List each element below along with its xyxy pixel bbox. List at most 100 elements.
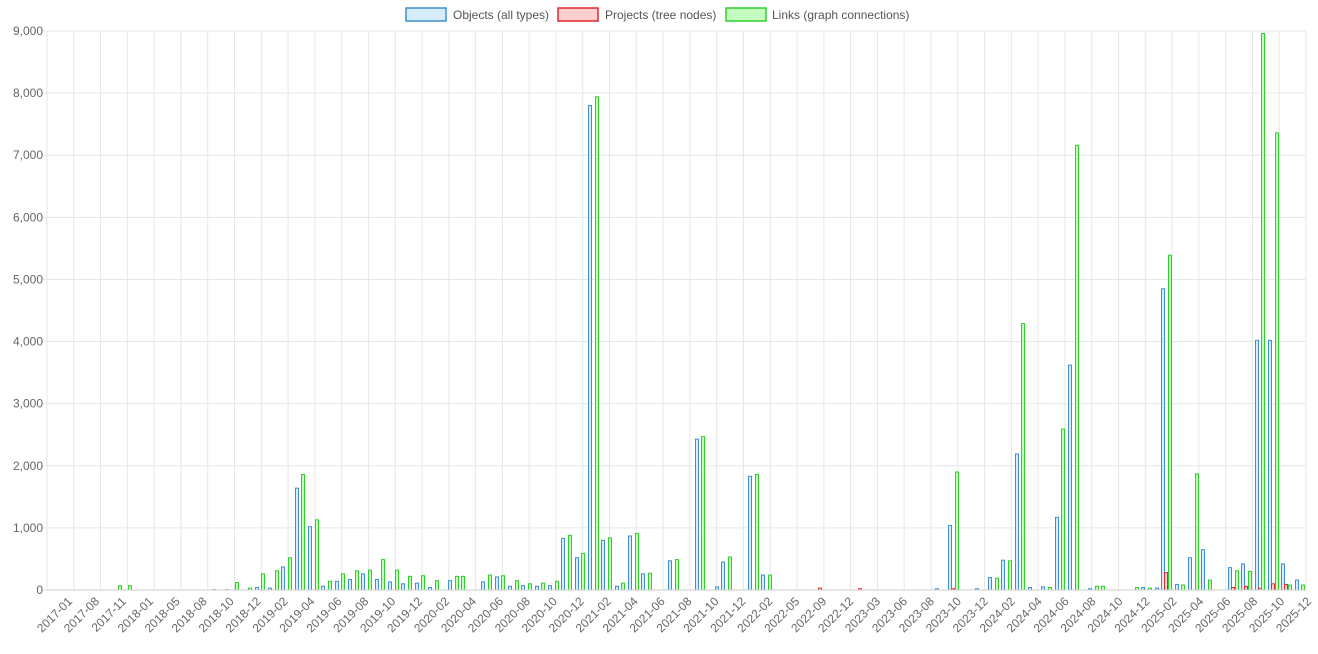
bar-objects	[495, 576, 499, 591]
bar-links	[1301, 584, 1305, 591]
bar-links	[501, 575, 505, 591]
bar-objects	[1015, 453, 1019, 591]
y-tick-label: 1,000	[13, 521, 43, 535]
y-tick-label: 7,000	[13, 148, 43, 162]
bar-links	[728, 556, 732, 591]
gridlines	[42, 30, 1307, 591]
legend-item-projects[interactable]: Projects (tree nodes)	[557, 7, 716, 22]
legend-item-links[interactable]: Links (graph connections)	[725, 7, 909, 22]
bar-objects	[1001, 559, 1005, 591]
y-tick-label: 5,000	[13, 272, 43, 286]
bar-links	[355, 570, 359, 591]
bar-objects	[1201, 549, 1205, 591]
bar-objects	[1175, 583, 1179, 591]
bar-objects	[1228, 567, 1232, 591]
bar-objects	[761, 574, 765, 591]
legend[interactable]: Objects (all types) Projects (tree nodes)…	[405, 7, 909, 22]
bar-objects	[1268, 339, 1272, 591]
bar-links	[1235, 570, 1239, 591]
legend-label: Objects (all types)	[453, 8, 549, 22]
bar-projects	[1244, 585, 1248, 591]
legend-item-objects[interactable]: Objects (all types)	[405, 7, 549, 22]
bar-objects	[1068, 364, 1072, 591]
bar-objects	[1161, 288, 1165, 591]
bar-links	[701, 436, 705, 591]
y-tick-label: 3,000	[13, 397, 43, 411]
bar-projects	[1271, 583, 1275, 591]
bar-links	[455, 575, 459, 591]
bar-objects	[361, 573, 365, 591]
bar-links	[341, 573, 345, 591]
bar-links	[408, 575, 412, 591]
bar-objects	[748, 475, 752, 591]
bar-links	[381, 559, 385, 591]
y-tick-label: 2,000	[13, 459, 43, 473]
bar-links	[461, 575, 465, 591]
bar-links	[488, 574, 492, 591]
y-tick-label: 4,000	[13, 335, 43, 349]
bar-objects	[1055, 516, 1059, 591]
bar-links	[235, 582, 239, 591]
bar-links	[315, 519, 319, 591]
bar-objects	[508, 585, 512, 591]
bar-links	[395, 569, 399, 591]
bar-links	[515, 580, 519, 591]
legend-swatch	[557, 7, 599, 22]
bar-objects	[388, 581, 392, 591]
bar-links	[608, 537, 612, 591]
bar-links	[995, 577, 999, 591]
bar-links	[1021, 323, 1025, 591]
bar-links	[635, 532, 639, 591]
bar-links	[955, 471, 959, 591]
bar-links	[118, 585, 122, 591]
bar-objects	[335, 580, 339, 591]
bar-links	[1181, 584, 1185, 591]
bar-links	[1075, 144, 1079, 591]
bar-objects	[601, 539, 605, 591]
bar-links	[368, 569, 372, 591]
bar-objects	[1188, 557, 1192, 591]
bar-links	[328, 580, 332, 591]
bar-links	[1275, 132, 1279, 591]
bar-objects	[548, 585, 552, 591]
bar-objects	[535, 585, 539, 591]
bar-links	[581, 552, 585, 591]
bar-links	[555, 580, 559, 591]
bar-objects	[668, 560, 672, 591]
bar-projects	[1164, 572, 1168, 591]
y-tick-label: 6,000	[13, 210, 43, 224]
y-tick-label: 0	[36, 583, 43, 597]
bar-links	[275, 570, 279, 591]
bar-objects	[295, 487, 299, 591]
bar-objects	[695, 438, 699, 591]
legend-label: Links (graph connections)	[772, 8, 909, 22]
bar-links	[421, 575, 425, 591]
bar-objects	[721, 561, 725, 591]
bar-links	[288, 557, 292, 591]
bar-links	[261, 573, 265, 591]
bar-objects	[561, 537, 565, 591]
bar-objects	[481, 581, 485, 591]
bar-objects	[448, 580, 452, 591]
bar-objects	[415, 582, 419, 591]
bar-links	[1208, 579, 1212, 591]
legend-swatch	[725, 7, 767, 22]
bar-links	[1261, 32, 1265, 591]
bar-links	[1195, 473, 1199, 591]
y-tick-label: 9,000	[13, 24, 43, 38]
bar-links	[1008, 560, 1012, 591]
bar-links	[301, 473, 305, 591]
bar-links	[1248, 570, 1252, 591]
bar-objects	[588, 105, 592, 591]
bar-links	[768, 574, 772, 591]
bar-links	[568, 534, 572, 591]
bar-objects	[281, 566, 285, 591]
legend-label: Projects (tree nodes)	[605, 8, 716, 22]
bars	[118, 32, 1305, 591]
bar-links	[755, 473, 759, 591]
bar-objects	[628, 535, 632, 591]
bar-links	[1288, 584, 1292, 591]
bar-projects	[1284, 583, 1288, 591]
